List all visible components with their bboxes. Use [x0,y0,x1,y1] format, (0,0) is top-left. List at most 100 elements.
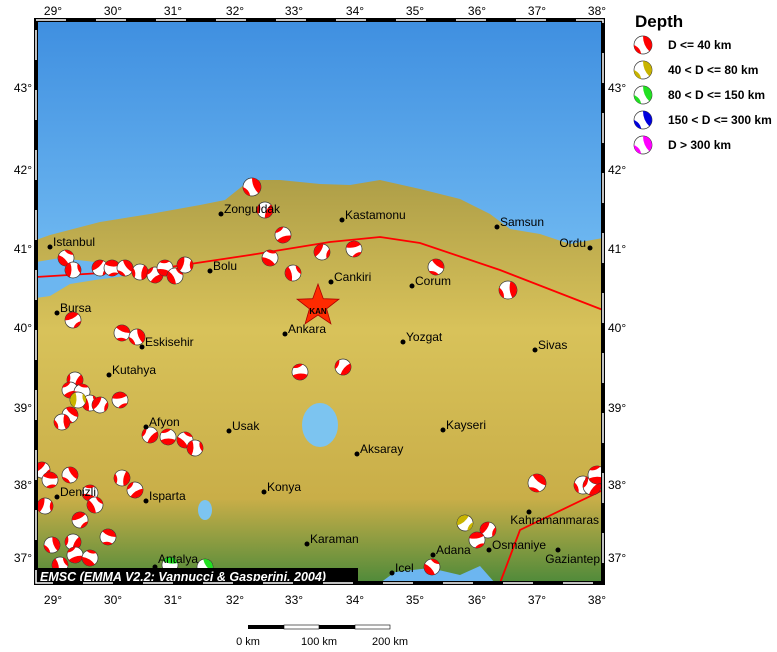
focal-mechanism-icon[interactable] [128,328,146,346]
city-label: Corum [415,274,451,288]
focal-mechanism-icon[interactable] [290,362,311,383]
city-marker: Kastamonu [339,208,406,223]
scale-bar: 0 km 100 km 200 km [236,624,408,648]
lon-tick-label: 35° [406,593,424,607]
focal-mechanism-icon[interactable] [86,496,104,514]
lon-tick-label: 30° [104,4,122,18]
focal-mechanism-icon[interactable] [158,427,179,448]
fault-line [499,489,603,583]
focal-mechanism-icon[interactable] [477,519,499,541]
focal-mechanism-icon[interactable] [166,267,184,285]
lon-tick-label: 38° [588,593,606,607]
focal-mechanism-icon[interactable] [345,240,364,259]
focal-mechanism-icon[interactable] [497,279,519,301]
focal-mechanism-icon[interactable] [64,311,82,329]
city-marker: Isparta [143,489,186,504]
focal-mechanism-icon[interactable] [633,110,653,129]
lat-tick-label: 42° [608,163,626,177]
focal-mechanism-icon[interactable] [284,264,302,282]
city-marker: Sivas [532,338,567,353]
scale-label: 0 km [236,636,260,647]
lon-tick-label: 29° [44,4,62,18]
lon-tick-label: 38° [588,4,606,18]
beachball-icon [633,60,653,79]
lon-tick-label: 34° [346,593,364,607]
lon-tick-label: 34° [346,4,364,18]
focal-mechanism-icon[interactable] [67,389,88,410]
city-label: Antalya [158,552,198,566]
focal-mechanism-icon[interactable] [184,437,205,458]
city-label: Karaman [310,532,359,546]
city-label: Bursa [60,301,92,315]
lat-tick-label: 40° [14,321,32,335]
focal-mechanism-icon[interactable] [39,469,61,491]
beachball-icon [633,110,653,129]
lon-tick-label: 36° [468,4,486,18]
legend-item: D > 300 km [632,132,772,157]
focal-mechanism-icon[interactable] [56,248,77,269]
city-marker: Konya [261,480,301,495]
lon-tick-label: 31° [164,593,182,607]
focal-mechanism-icon[interactable] [174,254,197,277]
focal-mechanism-icon[interactable] [525,471,549,495]
focal-mechanism-icon[interactable] [332,356,354,378]
focal-mechanism-icon[interactable] [425,256,447,278]
focal-mechanism-icon[interactable] [422,557,443,578]
focal-mechanism-icon[interactable] [115,258,135,278]
focal-mechanism-icon[interactable] [633,135,653,154]
city-marker: Aksaray [354,442,403,457]
city-label: Icel [395,561,414,575]
focal-mechanism-icon[interactable] [311,241,333,263]
focal-mechanism-icon[interactable] [242,177,262,197]
lon-tick-label: 32° [226,4,244,18]
focal-mechanism-icon[interactable] [89,394,111,416]
focal-mechanism-icon[interactable] [52,412,72,432]
lon-tick-label: 36° [468,593,486,607]
city-marker: Adana [430,543,471,558]
city-label: Konya [267,480,301,494]
focal-mechanism-icon[interactable] [633,35,653,54]
city-marker: Icel [389,561,414,576]
city-marker: Afyon [143,415,180,430]
focal-mechanism-icon[interactable] [633,60,653,79]
focal-mechanism-icon[interactable] [455,513,475,533]
focal-mechanism-icon[interactable] [139,424,160,445]
focal-mechanism-icon[interactable] [62,259,83,280]
city-label: Adana [436,543,471,557]
lat-tick-label: 41° [14,242,32,256]
legend-label: D > 300 km [668,137,732,152]
lat-tick-label: 40° [608,321,626,335]
city-label: Aksaray [360,442,403,456]
event-star[interactable]: KAN [295,282,341,325]
focal-mechanism-icon[interactable] [34,495,57,518]
map-frame-ticks [35,19,604,584]
lon-tick-label: 35° [406,4,424,18]
focal-mechanism-icon[interactable] [97,526,120,549]
lon-tick-label: 29° [44,593,62,607]
city-label: Ankara [288,322,326,336]
city-label: Osmaniye [492,538,546,552]
focal-mechanism-icon[interactable] [111,467,133,489]
focal-mechanism-icon[interactable] [274,226,292,244]
lon-tick-label: 32° [226,593,244,607]
focal-mechanism-icon[interactable] [71,511,89,529]
city-label: Sivas [538,338,567,352]
focal-mechanism-icon[interactable] [110,390,129,409]
focal-mechanism-icon[interactable] [254,199,277,222]
focal-mechanism-icon[interactable] [633,85,653,104]
focal-mechanism-icon[interactable] [60,465,79,484]
lon-tick-label: 37° [528,593,546,607]
focal-mechanism-icon[interactable] [111,322,134,345]
focal-mechanism-icon[interactable] [467,530,486,549]
focal-mechanism-icon[interactable] [259,247,282,270]
scale-label: 200 km [372,636,408,647]
focal-mechanism-icon[interactable] [79,547,101,569]
focal-mechanism-icon[interactable] [43,536,61,554]
depth-legend: Depth D <= 40 km 40 < D <= 80 km 80 < D <=… [632,12,772,157]
focal-mechanism-icon[interactable] [126,481,145,500]
city-marker: Kayseri [440,418,486,433]
focal-mechanism-icon[interactable] [101,257,123,279]
city-label: Kayseri [446,418,486,432]
city-marker: Karaman [304,532,359,547]
